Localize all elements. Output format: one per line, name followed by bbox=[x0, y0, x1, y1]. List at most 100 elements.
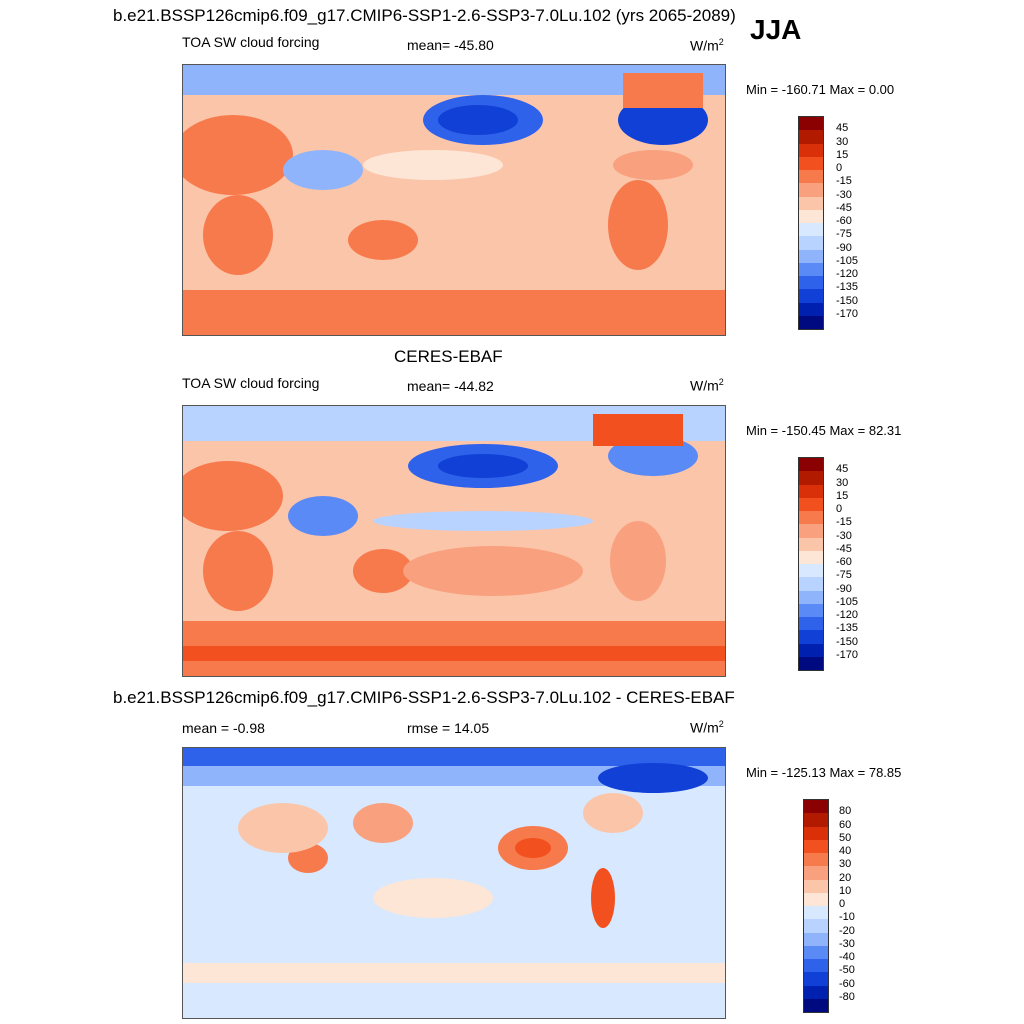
colorbar-tick-label: 0 bbox=[839, 898, 846, 910]
colorbar-swatch bbox=[799, 262, 823, 276]
panel3-rmse: rmse = 14.05 bbox=[407, 720, 490, 736]
colorbar-tick-label: -120 bbox=[836, 609, 859, 621]
colorbar-tick-label: -170 bbox=[836, 307, 859, 320]
case-title: b.e21.BSSP126cmip6.f09_g17.CMIP6-SSP1-2.… bbox=[113, 6, 736, 25]
colorbar-swatch bbox=[799, 130, 823, 144]
colorbar-swatch bbox=[799, 603, 823, 617]
colorbar-swatch bbox=[799, 511, 823, 525]
panel2-map bbox=[182, 405, 726, 677]
colorbar-swatch bbox=[804, 826, 828, 840]
colorbar-swatch bbox=[804, 972, 828, 986]
colorbar-swatch bbox=[804, 998, 828, 1012]
colorbar-tick-label: 45 bbox=[836, 463, 849, 476]
colorbar-tick-label: -60 bbox=[836, 556, 852, 568]
colorbar-swatch bbox=[804, 919, 828, 933]
panel3-colorbar bbox=[803, 799, 829, 1013]
colorbar-swatch bbox=[799, 315, 823, 329]
colorbar-tick-label: 60 bbox=[839, 818, 852, 831]
colorbar-tick-label: -30 bbox=[839, 937, 855, 950]
colorbar-swatch bbox=[799, 537, 823, 551]
colorbar-tick-label: -30 bbox=[836, 188, 852, 201]
panel1-map-image bbox=[183, 65, 725, 335]
colorbar-swatch bbox=[799, 209, 823, 223]
colorbar-swatch bbox=[799, 276, 823, 290]
panel2-mean: mean= -44.82 bbox=[407, 378, 494, 394]
colorbar-tick-label: -150 bbox=[836, 294, 859, 307]
colorbar-swatch bbox=[799, 484, 823, 498]
colorbar-swatch bbox=[799, 577, 823, 591]
colorbar-tick-label: 20 bbox=[839, 871, 852, 884]
colorbar-tick-label: -75 bbox=[836, 569, 852, 582]
colorbar-tick-label: 50 bbox=[839, 831, 852, 844]
colorbar-swatch bbox=[799, 524, 823, 538]
colorbar-tick-label: 30 bbox=[836, 135, 849, 148]
colorbar-swatch bbox=[799, 170, 823, 184]
colorbar-swatch bbox=[799, 183, 823, 197]
colorbar-tick-label: -45 bbox=[836, 201, 852, 214]
panel2-units: W/m2 bbox=[690, 377, 724, 394]
colorbar-swatch bbox=[799, 564, 823, 578]
colorbar-tick-label: -15 bbox=[836, 175, 852, 188]
colorbar-tick-label: -60 bbox=[839, 977, 855, 990]
panel2-map-image bbox=[183, 406, 725, 676]
colorbar-swatch bbox=[804, 839, 828, 853]
colorbar-swatch bbox=[799, 590, 823, 604]
colorbar-swatch bbox=[804, 866, 828, 880]
panel1-units: W/m2 bbox=[690, 37, 724, 54]
colorbar-swatch bbox=[799, 223, 823, 237]
colorbar-tick-label: 45 bbox=[836, 122, 849, 135]
colorbar-swatch bbox=[799, 249, 823, 263]
colorbar-tick-label: -170 bbox=[836, 648, 859, 661]
colorbar-tick-label: 15 bbox=[836, 148, 849, 161]
colorbar-tick-label: -90 bbox=[836, 582, 852, 595]
colorbar-swatch bbox=[804, 959, 828, 973]
colorbar-tick-label: -120 bbox=[836, 268, 859, 280]
colorbar-swatch bbox=[799, 289, 823, 303]
panel2-minmax: Min = -150.45 Max = 82.31 bbox=[746, 423, 902, 438]
colorbar-swatch bbox=[804, 813, 828, 827]
panel2-dataset-title: CERES-EBAF bbox=[394, 347, 503, 366]
colorbar-tick-label: -75 bbox=[836, 228, 852, 241]
colorbar-swatch bbox=[799, 196, 823, 210]
colorbar-swatch bbox=[804, 985, 828, 999]
panel2-colorbar bbox=[798, 457, 824, 671]
colorbar-tick-label: 0 bbox=[836, 503, 843, 515]
colorbar-tick-label: 80 bbox=[839, 805, 852, 818]
panel3-diff-title: b.e21.BSSP126cmip6.f09_g17.CMIP6-SSP1-2.… bbox=[113, 688, 735, 707]
season-label: JJA bbox=[750, 14, 802, 45]
colorbar-swatch bbox=[799, 630, 823, 644]
colorbar-tick-label: 30 bbox=[836, 476, 849, 489]
colorbar-swatch bbox=[799, 236, 823, 250]
colorbar-tick-label: 40 bbox=[839, 845, 852, 857]
panel2-variable: TOA SW cloud forcing bbox=[182, 375, 320, 391]
panel1-mean: mean= -45.80 bbox=[407, 37, 494, 53]
colorbar-swatch bbox=[799, 617, 823, 631]
colorbar-swatch bbox=[799, 643, 823, 657]
colorbar-tick-label: -135 bbox=[836, 281, 859, 294]
colorbar-tick-label: -105 bbox=[836, 595, 859, 608]
panel1-minmax: Min = -160.71 Max = 0.00 bbox=[746, 82, 895, 97]
colorbar-swatch bbox=[804, 892, 828, 906]
colorbar-tick-label: -40 bbox=[839, 951, 855, 963]
colorbar-tick-label: -10 bbox=[839, 911, 855, 924]
panel3-map-image bbox=[183, 748, 725, 1018]
colorbar-tick-label: -20 bbox=[839, 924, 855, 937]
colorbar-swatch bbox=[804, 800, 828, 814]
colorbar-tick-label: 15 bbox=[836, 489, 849, 502]
colorbar-swatch bbox=[799, 156, 823, 170]
colorbar-swatch bbox=[804, 879, 828, 893]
colorbar-tick-label: 0 bbox=[836, 162, 843, 174]
panel3-mean: mean = -0.98 bbox=[182, 720, 265, 736]
colorbar-swatch bbox=[799, 656, 823, 670]
panel3-minmax: Min = -125.13 Max = 78.85 bbox=[746, 765, 902, 780]
colorbar-swatch bbox=[799, 302, 823, 316]
colorbar-tick-label: -45 bbox=[836, 542, 852, 555]
colorbar-tick-label: -30 bbox=[836, 529, 852, 542]
colorbar-tick-label: -90 bbox=[836, 241, 852, 254]
colorbar-swatch bbox=[799, 497, 823, 511]
colorbar-tick-label: -15 bbox=[836, 516, 852, 529]
panel1-colorbar bbox=[798, 116, 824, 330]
panel3-units: W/m2 bbox=[690, 719, 724, 736]
colorbar-tick-label: -105 bbox=[836, 254, 859, 267]
colorbar-tick-label: -60 bbox=[836, 215, 852, 227]
